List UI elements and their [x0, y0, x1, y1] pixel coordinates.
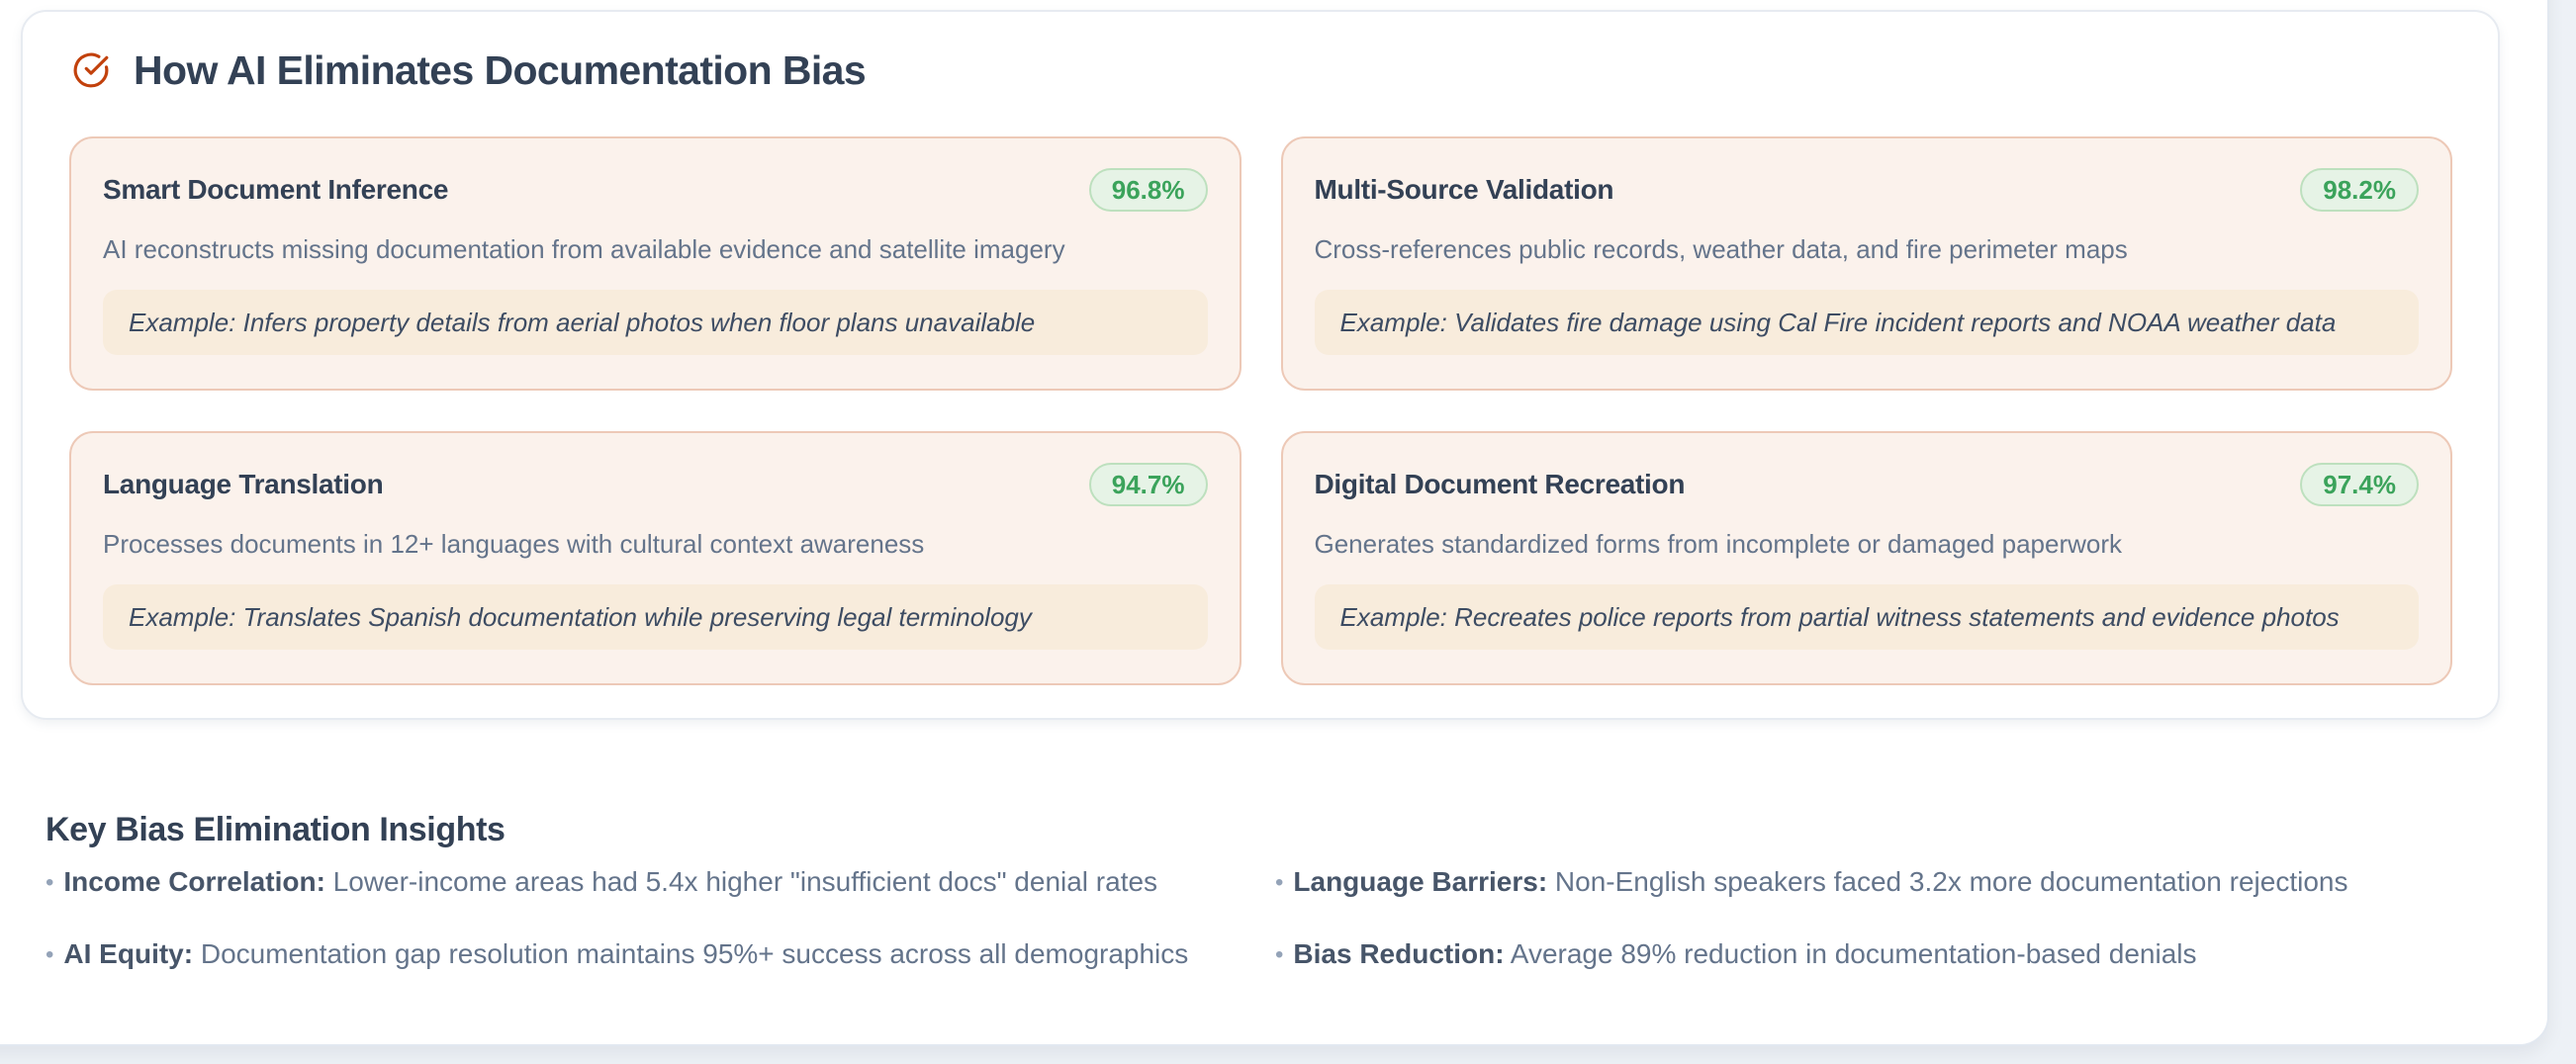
- insight-label: Income Correlation:: [63, 866, 325, 897]
- feature-grid: Smart Document Inference 96.8% AI recons…: [69, 136, 2452, 685]
- bullet-icon: •: [46, 941, 54, 968]
- check-circle-icon: [73, 52, 109, 88]
- feature-description: Processes documents in 12+ languages wit…: [103, 529, 925, 559]
- feature-card-digital-document-recreation: Digital Document Recreation 97.4% Genera…: [1280, 431, 2452, 685]
- feature-title: Multi-Source Validation: [1314, 174, 1614, 205]
- feature-card-header: Digital Document Recreation 97.4%: [1314, 463, 2419, 506]
- feature-card-header: Language Translation 94.7%: [103, 463, 1208, 506]
- insight-item-bias-reduction: • Bias Reduction: Average 89% reduction i…: [1275, 938, 2505, 971]
- feature-title: Smart Document Inference: [103, 174, 449, 205]
- insight-text: Lower-income areas had 5.4x higher "insu…: [324, 866, 1158, 897]
- feature-title: Language Translation: [103, 469, 384, 499]
- insights-grid: • Income Correlation: Lower-income areas …: [46, 866, 2505, 971]
- insight-item-language-barriers: • Language Barriers: Non-English speakers…: [1275, 866, 2505, 899]
- bullet-icon: •: [1275, 869, 1284, 896]
- feature-description: Generates standardized forms from incomp…: [1314, 529, 2123, 559]
- insights-section: Key Bias Elimination Insights • Income Co…: [46, 809, 2505, 971]
- insight-label: Language Barriers:: [1293, 866, 1548, 897]
- feature-description: AI reconstructs missing documentation fr…: [103, 234, 1065, 264]
- feature-title: Digital Document Recreation: [1314, 469, 1686, 499]
- insight-label: Bias Reduction:: [1293, 938, 1505, 969]
- insight-text: Documentation gap resolution maintains 9…: [193, 938, 1189, 969]
- page-title: How AI Eliminates Documentation Bias: [134, 47, 867, 93]
- insight-text: Average 89% reduction in documentation-b…: [1504, 938, 2197, 969]
- insight-item-income-correlation: • Income Correlation: Lower-income areas …: [46, 866, 1275, 899]
- feature-example: Example: Validates fire damage using Cal…: [1314, 290, 2419, 355]
- accuracy-badge: 97.4%: [2300, 463, 2419, 506]
- ai-bias-section-panel: How AI Eliminates Documentation Bias Sma…: [21, 10, 2500, 720]
- feature-card-smart-document-inference: Smart Document Inference 96.8% AI recons…: [69, 136, 1242, 391]
- accuracy-badge: 98.2%: [2300, 168, 2419, 212]
- insight-label: AI Equity:: [63, 938, 194, 969]
- feature-card-language-translation: Language Translation 94.7% Processes doc…: [69, 431, 1242, 685]
- bullet-icon: •: [1275, 941, 1284, 968]
- feature-card-header: Smart Document Inference 96.8%: [103, 168, 1208, 212]
- insight-text: Non-English speakers faced 3.2x more doc…: [1547, 866, 2348, 897]
- insight-item-ai-equity: • AI Equity: Documentation gap resolution…: [46, 938, 1275, 971]
- feature-description: Cross-references public records, weather…: [1314, 234, 2128, 264]
- feature-card-header: Multi-Source Validation 98.2%: [1314, 168, 2419, 212]
- feature-example: Example: Infers property details from ae…: [103, 290, 1208, 355]
- feature-example: Example: Recreates police reports from p…: [1314, 584, 2419, 650]
- accuracy-badge: 94.7%: [1088, 463, 1208, 506]
- panel-header: How AI Eliminates Documentation Bias: [72, 46, 2450, 94]
- insights-heading: Key Bias Elimination Insights: [46, 811, 506, 848]
- feature-example: Example: Translates Spanish documentatio…: [103, 584, 1208, 650]
- feature-card-multi-source-validation: Multi-Source Validation 98.2% Cross-refe…: [1280, 136, 2452, 391]
- bullet-icon: •: [46, 869, 54, 896]
- accuracy-badge: 96.8%: [1088, 168, 1208, 212]
